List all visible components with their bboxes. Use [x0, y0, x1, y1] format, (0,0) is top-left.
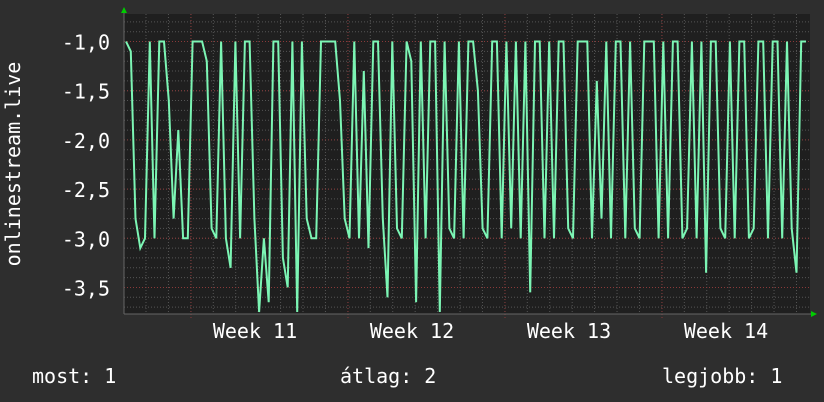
y-tick-label: -3,0: [62, 227, 110, 251]
y-tick-label: -1,0: [62, 31, 110, 55]
y-tick-label: -3,5: [62, 276, 110, 300]
y-tick-label: -2,0: [62, 129, 110, 153]
x-tick-label: Week 13: [527, 319, 611, 343]
x-axis-arrow-icon: [811, 311, 817, 317]
y-tick-label: -1,5: [62, 80, 110, 104]
x-tick-label: Week 14: [684, 319, 768, 343]
legend-max: legjobb: 1: [662, 364, 783, 388]
y-axis-arrow-icon: [121, 7, 127, 13]
x-tick-label: Week 12: [370, 319, 454, 343]
legend-current: most: 1: [32, 364, 117, 388]
y-axis-label: onlinestream.live: [1, 61, 25, 267]
x-tick-label: Week 11: [213, 319, 297, 343]
series-line: [125, 40, 806, 313]
y-tick-label: -2,5: [62, 178, 110, 202]
legend-average: átlag: 2: [340, 364, 437, 388]
